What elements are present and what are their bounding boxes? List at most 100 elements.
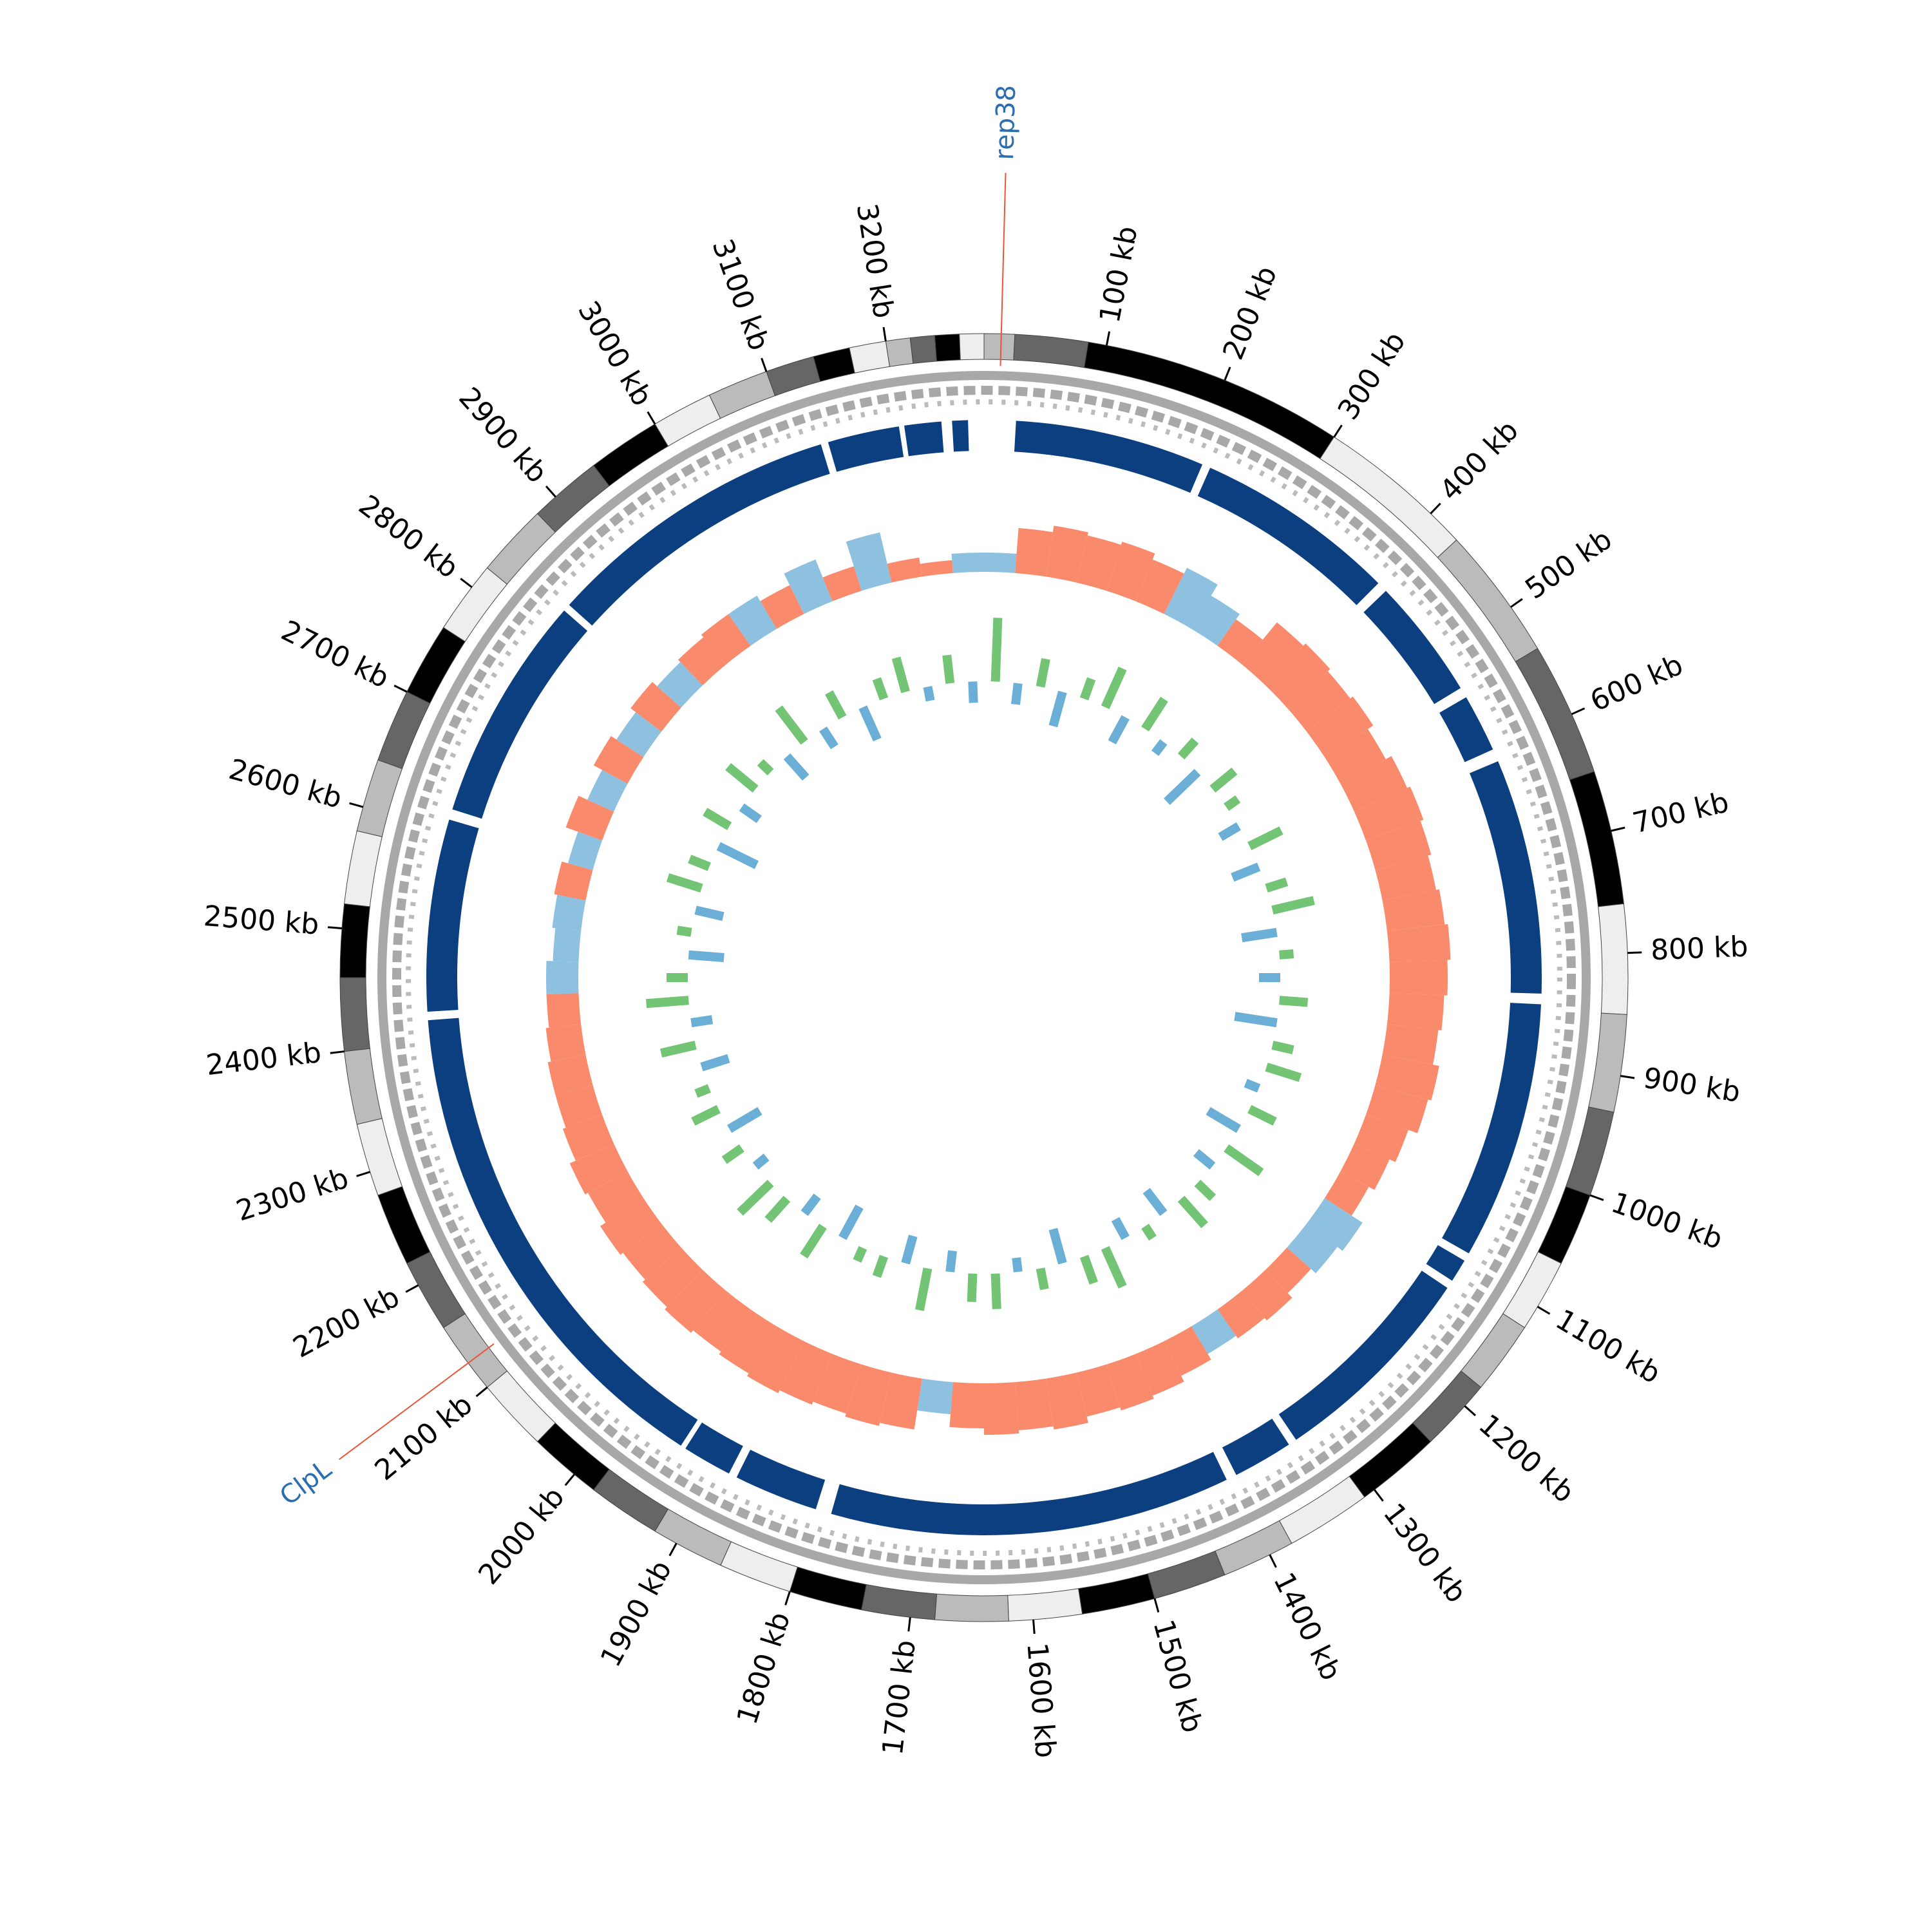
ideogram-band: [1349, 1422, 1432, 1498]
tick-mark: [393, 685, 408, 693]
tick-label: 100 kb: [1094, 223, 1144, 325]
gc-spike: [700, 1054, 730, 1072]
skew-bar: [593, 735, 644, 784]
ideogram-band: [344, 1048, 383, 1125]
ideogram-band: [934, 334, 961, 362]
skew-bar: [845, 1364, 892, 1426]
skew-bar: [642, 1247, 703, 1307]
tick-mark: [1589, 1194, 1604, 1201]
tick-mark: [475, 1387, 488, 1397]
gc-spike: [1279, 949, 1294, 960]
gc-spike: [800, 1224, 827, 1259]
ideogram-band: [536, 1422, 610, 1490]
tick-mark: [1430, 502, 1441, 515]
tick-mark: [330, 1050, 345, 1054]
skew-bar: [1389, 960, 1448, 996]
skew-bar: [701, 614, 751, 665]
ideogram-band: [934, 1593, 1009, 1622]
skew-bar: [728, 595, 777, 646]
skew-bar: [1287, 1223, 1338, 1274]
gc-spike: [945, 1250, 957, 1273]
skew-bar: [1164, 1326, 1211, 1376]
block: [685, 1422, 743, 1474]
gc-spike: [1234, 1012, 1278, 1028]
gc-spike: [659, 1040, 697, 1058]
skew-bar: [984, 553, 1017, 573]
gc-spike: [752, 1153, 770, 1170]
ideogram-band: [959, 333, 985, 361]
ideogram-band: [1007, 1588, 1083, 1622]
tick-mark: [1611, 826, 1625, 832]
gc-spike: [1265, 1063, 1302, 1083]
tick-label: 1800 kb: [731, 1608, 797, 1728]
gc-spike: [1141, 696, 1168, 732]
gc-spike: [901, 1235, 918, 1265]
gc-spike: [1247, 1104, 1277, 1126]
skew-bar: [546, 960, 579, 995]
gc-spike: [1012, 1257, 1023, 1273]
skew-bar: [846, 532, 892, 591]
ideogram-band: [1588, 1012, 1627, 1113]
tick-mark: [1627, 951, 1642, 954]
gc-spike: [1209, 767, 1238, 793]
skew-bar: [657, 662, 703, 708]
tick-mark: [907, 1617, 911, 1632]
skew-bar: [567, 831, 603, 871]
ideogram-band: [1077, 1573, 1155, 1615]
skew-bar: [1365, 1084, 1428, 1133]
gene-ring-outer: [377, 371, 1591, 1584]
skew-bar: [719, 1309, 777, 1374]
gc-spike: [737, 1179, 774, 1216]
tick-label: 1200 kb: [1472, 1408, 1580, 1509]
skew-bar: [1387, 993, 1444, 1030]
skew-bar: [880, 1372, 922, 1430]
skew-bar: [1106, 542, 1155, 601]
gc-spike: [1101, 667, 1127, 710]
skew-bar: [1354, 1114, 1408, 1162]
gc-spike: [1241, 927, 1278, 943]
gc-spike: [1164, 768, 1201, 805]
gc-spike: [1079, 1255, 1098, 1285]
gc-spike: [1142, 1188, 1168, 1217]
skew-bar: [545, 1024, 586, 1062]
ideogram-band: [356, 759, 403, 837]
gc-spike: [703, 808, 732, 830]
ideogram-band: [1598, 903, 1629, 1015]
tick-label: 1100 kb: [1550, 1303, 1666, 1390]
gc-spike: [775, 705, 808, 745]
skew-bar: [1015, 1378, 1054, 1430]
ideogram-band: [1278, 1475, 1365, 1544]
skew-bar: [1265, 1247, 1311, 1293]
tick-label: 1500 kb: [1146, 1616, 1209, 1736]
skew-bar: [1106, 1354, 1154, 1411]
tick-label: 1600 kb: [1020, 1642, 1062, 1759]
skew-bar: [887, 557, 922, 583]
annotation-label: ClpL: [274, 1454, 337, 1511]
gc-spike: [688, 855, 711, 871]
skew-bar: [677, 637, 726, 686]
gc-spike: [872, 677, 889, 701]
skew-bar: [1375, 855, 1436, 901]
ideogram-band: [536, 465, 610, 533]
gc-spike: [1224, 1144, 1264, 1177]
skew-bar: [588, 1171, 644, 1223]
skew-bar: [600, 1198, 661, 1255]
block: [1439, 697, 1493, 762]
gc-spike: [800, 1193, 821, 1217]
gc-spike: [721, 1144, 744, 1164]
gc-spike: [967, 1273, 978, 1302]
gc-spike: [666, 873, 703, 893]
skew-bar: [1387, 923, 1451, 962]
gc-spike: [1177, 737, 1199, 760]
tick-label: 300 kb: [1332, 326, 1412, 426]
tick-label: 400 kb: [1434, 414, 1525, 507]
tick-label: 200 kb: [1217, 261, 1283, 364]
ideogram-band: [1412, 1370, 1482, 1443]
tick-mark: [668, 1542, 677, 1557]
tick-label: 700 kb: [1629, 786, 1732, 840]
gc-spike: [838, 1204, 864, 1240]
skew-bar: [1365, 820, 1432, 871]
gc-spike: [1194, 1179, 1217, 1201]
gc-spike: [1036, 1267, 1049, 1291]
gc-spike: [691, 1104, 721, 1126]
